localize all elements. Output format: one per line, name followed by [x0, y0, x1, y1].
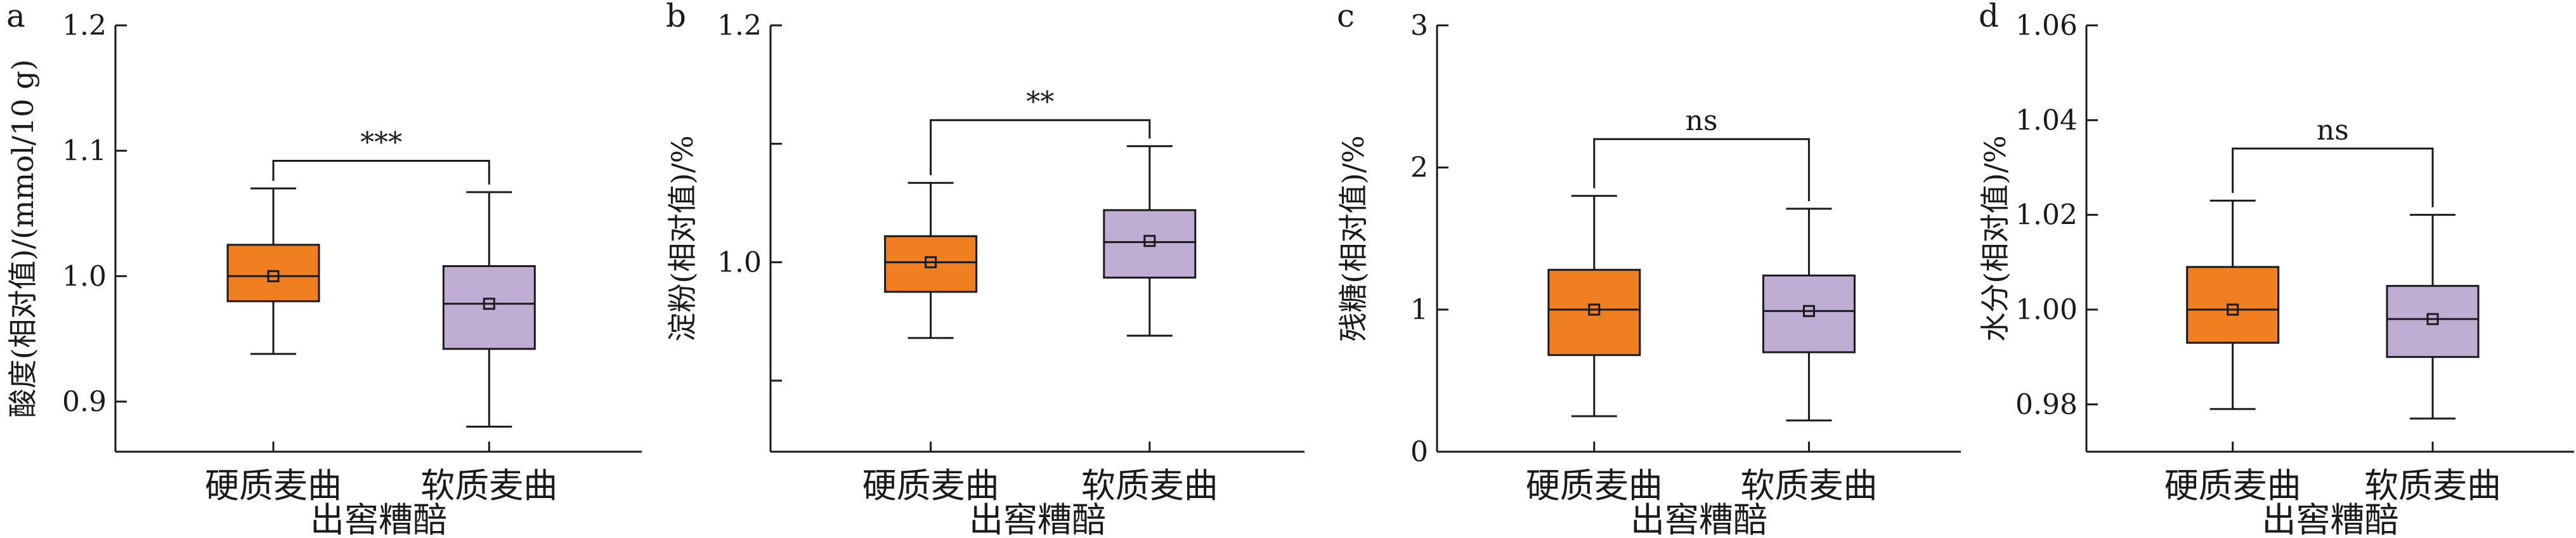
- significance-bracket: [1593, 138, 1810, 201]
- iqr-box: [2386, 285, 2480, 358]
- iqr-box: [1103, 209, 1197, 279]
- x-category-label: 软质麦曲: [1081, 466, 1218, 506]
- iqr-box: [442, 265, 536, 350]
- x-category-label: 硬质麦曲: [205, 466, 342, 506]
- x-category-label: 硬质麦曲: [2164, 466, 2301, 506]
- y-axis-label: 酸度(相对值)/(mmol/10 g): [6, 59, 40, 417]
- y-axis-label: 水分(相对值)/%: [1978, 135, 2012, 341]
- panel-c: 0 1 2 3 硬质麦曲 软质麦曲 ns c 残糖(相对值)/% 出窖糟醅: [1336, 0, 1961, 538]
- y-tick-label: 0.9: [62, 386, 107, 418]
- box-soft: [442, 191, 536, 428]
- x-axis-label: 出窖糟醅: [1630, 500, 1767, 538]
- y-axis-label: 残糖(相对值)/%: [1336, 135, 1370, 341]
- iqr-box: [1762, 274, 1856, 353]
- box-soft: [1103, 145, 1197, 337]
- y-tick-label: 1.0: [717, 246, 762, 279]
- x-category-label: 硬质麦曲: [862, 466, 999, 506]
- x-axis-label: 出窖糟醅: [2262, 500, 2399, 538]
- panel-letter: a: [6, 0, 25, 34]
- significance-label: ns: [2317, 114, 2349, 147]
- y-tick-label: 1.06: [2015, 10, 2078, 42]
- x-category-label: 硬质麦曲: [1526, 466, 1663, 506]
- y-tick-label: 1.00: [2015, 294, 2078, 326]
- box-hard: [2186, 199, 2280, 410]
- x-category-label: 软质麦曲: [2364, 466, 2501, 506]
- mean-marker: [925, 256, 937, 268]
- panel-letter: d: [1979, 0, 1999, 34]
- y-axis-label: 淀粉(相对值)/%: [665, 135, 699, 341]
- significance-label: ns: [1686, 105, 1718, 137]
- y-tick-label: 0.98: [2015, 388, 2078, 421]
- significance-label: **: [1026, 86, 1054, 118]
- y-tick-label: 1.02: [2015, 199, 2078, 232]
- panel-d: 0.98 1.00 1.02 1.04 1.06 硬质麦曲 软质麦曲 ns d 水分(相对值)/%…: [1978, 0, 2574, 538]
- mean-marker: [483, 298, 495, 310]
- mean-marker: [1588, 303, 1601, 316]
- panel-b: 1.0 1.2 硬质麦曲 软质麦曲 ** b 淀粉(相对值)/% 出窖糟醅: [665, 0, 1304, 538]
- y-tick-label: 1.0: [62, 260, 107, 292]
- box-soft: [2386, 214, 2480, 420]
- box-hard: [1547, 195, 1641, 417]
- y-tick-label: 1.1: [62, 135, 107, 167]
- panel-a: 0.9 1.0 1.1 1.2 硬质麦曲 软质麦曲 *** a 酸度(相对值)/(mmol/10…: [6, 0, 642, 538]
- iqr-box: [226, 244, 320, 303]
- y-tick-label: 1.2: [717, 10, 762, 42]
- significance-bracket: [2232, 147, 2434, 207]
- box-hard: [884, 181, 978, 339]
- x-axis-label: 出窖糟醅: [969, 500, 1106, 538]
- y-tick-label: 1: [1410, 294, 1428, 326]
- panel-letter: c: [1337, 0, 1355, 34]
- x-category-label: 软质麦曲: [1740, 466, 1877, 506]
- y-tick-label: 0: [1410, 436, 1428, 468]
- y-tick-label: 1.04: [2015, 104, 2078, 136]
- box-hard: [226, 187, 320, 355]
- mean-marker: [1143, 235, 1156, 247]
- box-soft: [1762, 207, 1856, 422]
- significance-bracket: [272, 159, 490, 185]
- y-tick-label: 1.2: [62, 10, 107, 42]
- y-tick-label: 2: [1410, 152, 1428, 184]
- mean-marker: [1802, 305, 1815, 317]
- mean-marker: [2426, 313, 2439, 325]
- x-category-label: 软质麦曲: [420, 466, 557, 506]
- panel-letter: b: [666, 0, 686, 34]
- iqr-box: [1547, 268, 1641, 357]
- iqr-box: [884, 235, 978, 293]
- mean-marker: [2227, 303, 2239, 316]
- y-tick-label: 3: [1410, 10, 1428, 42]
- mean-marker: [267, 270, 280, 282]
- x-axis-label: 出窖糟醅: [310, 500, 447, 538]
- significance-label: ***: [360, 126, 402, 159]
- significance-bracket: [930, 119, 1151, 176]
